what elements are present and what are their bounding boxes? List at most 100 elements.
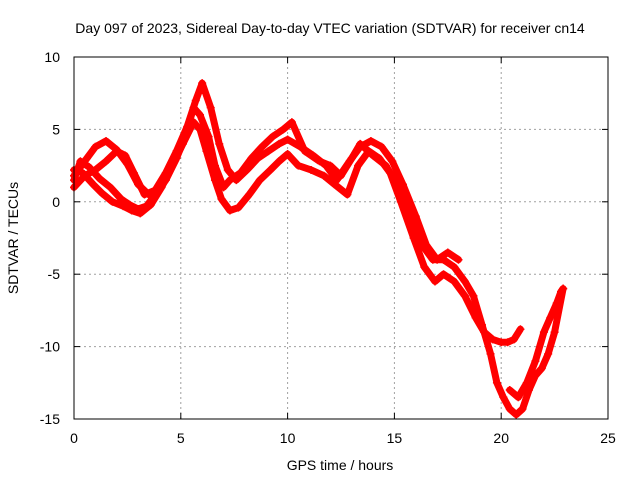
y-tick-label: 0: [52, 194, 60, 210]
data-point: [420, 262, 429, 271]
x-axis-label: GPS time / hours: [287, 457, 394, 473]
data-point: [283, 150, 292, 159]
data-point: [82, 154, 91, 163]
data-point: [283, 135, 292, 144]
data-point: [386, 168, 395, 177]
data-point: [191, 96, 200, 105]
data-point: [510, 335, 519, 344]
data-point: [460, 291, 469, 300]
data-point: [450, 277, 459, 286]
data-point: [469, 291, 478, 300]
data-point: [225, 206, 234, 215]
data-point: [537, 364, 546, 373]
data-point: [322, 161, 331, 170]
axis-ticks: 0 5 10 15 20 25 -15 -10 -5 0 5 10: [40, 49, 616, 446]
data-point: [454, 255, 463, 264]
data-point: [398, 180, 407, 189]
gridlines: [74, 57, 608, 419]
data-point: [196, 125, 205, 134]
data-point: [430, 277, 439, 286]
data-point: [546, 313, 555, 322]
data-point: [161, 168, 170, 177]
data-point: [204, 132, 213, 141]
data-point: [375, 154, 384, 163]
data-point: [516, 325, 525, 334]
data-point: [309, 151, 318, 160]
data-point: [319, 171, 328, 180]
data-point: [460, 277, 469, 286]
data-point: [136, 209, 145, 218]
data-point: [217, 194, 226, 203]
data-point: [215, 139, 224, 148]
data-point: [196, 110, 205, 119]
data-point: [492, 378, 501, 387]
series-track-d: [505, 284, 568, 402]
data-point: [354, 161, 363, 170]
data-point: [245, 190, 254, 199]
data-point: [112, 145, 121, 154]
data-point: [544, 349, 553, 358]
series-line: [70, 104, 567, 419]
data-point: [522, 378, 531, 387]
x-tick-label: 10: [280, 430, 296, 446]
data-point: [89, 180, 98, 189]
data-point: [102, 136, 111, 145]
data-point: [91, 142, 100, 151]
x-tick-label: 25: [600, 430, 616, 446]
data-point: [268, 132, 277, 141]
data-point: [127, 206, 136, 215]
data-point: [232, 176, 241, 185]
data-point: [106, 183, 115, 192]
data-point: [95, 174, 104, 183]
data-point: [443, 248, 452, 257]
data-point: [279, 125, 288, 134]
data-point: [102, 157, 111, 166]
data-point: [97, 189, 106, 198]
data-point: [296, 142, 305, 151]
data-point: [119, 202, 128, 211]
data-point: [264, 147, 273, 156]
data-point: [206, 103, 215, 112]
chart-title: Day 097 of 2023, Sidereal Day-to-day VTE…: [75, 20, 585, 36]
plot-frame: [73, 56, 609, 420]
data-point: [332, 176, 341, 185]
data-point: [146, 200, 155, 209]
data-point: [518, 404, 527, 413]
x-tick-label: 5: [177, 430, 185, 446]
data-point: [134, 180, 143, 189]
data-point: [183, 122, 192, 131]
data-point: [343, 190, 352, 199]
data-point: [275, 139, 284, 148]
data-point: [255, 176, 264, 185]
x-tick-label: 15: [387, 430, 403, 446]
series-line: [70, 137, 163, 199]
x-tick-label: 20: [493, 430, 509, 446]
data-point: [471, 313, 480, 322]
data-point: [155, 183, 164, 192]
data-point: [275, 157, 284, 166]
data-point: [172, 147, 181, 156]
data-point: [433, 255, 442, 264]
x-tick-label: 0: [70, 430, 78, 446]
data-point: [76, 163, 85, 172]
data-point: [80, 171, 89, 180]
data-point: [202, 147, 211, 156]
data-point: [123, 160, 132, 169]
y-tick-label: 10: [44, 49, 60, 65]
data-point: [503, 338, 512, 347]
data-point: [234, 203, 243, 212]
data-point: [539, 328, 548, 337]
data-point: [364, 147, 373, 156]
data-point: [287, 118, 296, 127]
data-point: [108, 197, 117, 206]
series-track-a: [70, 103, 568, 419]
data-point: [294, 161, 303, 170]
y-tick-label: -15: [40, 411, 60, 427]
data-point: [486, 349, 495, 358]
data-point: [499, 393, 508, 402]
data-point: [388, 157, 397, 166]
data-point: [439, 270, 448, 279]
data-traces: [70, 79, 568, 419]
data-point: [257, 142, 266, 151]
series-line: [70, 118, 524, 346]
